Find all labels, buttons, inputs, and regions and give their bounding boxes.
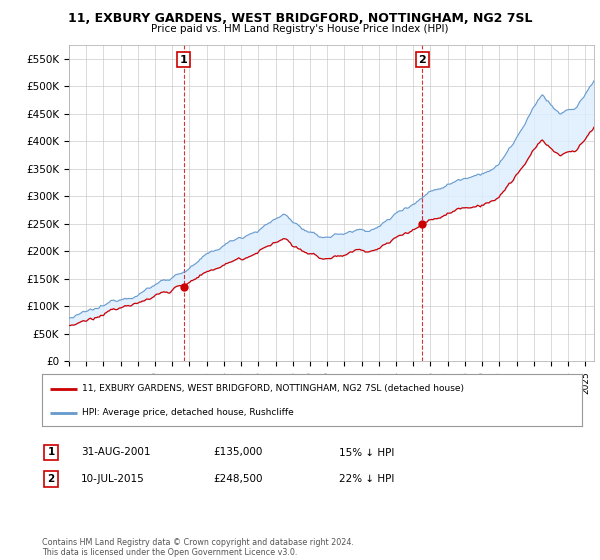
Text: Contains HM Land Registry data © Crown copyright and database right 2024.
This d: Contains HM Land Registry data © Crown c… bbox=[42, 538, 354, 557]
Text: 11, EXBURY GARDENS, WEST BRIDGFORD, NOTTINGHAM, NG2 7SL (detached house): 11, EXBURY GARDENS, WEST BRIDGFORD, NOTT… bbox=[83, 384, 464, 393]
Text: £248,500: £248,500 bbox=[213, 474, 263, 484]
Text: 2: 2 bbox=[419, 55, 426, 64]
Text: 22% ↓ HPI: 22% ↓ HPI bbox=[339, 474, 394, 484]
Text: 31-AUG-2001: 31-AUG-2001 bbox=[81, 447, 151, 458]
Text: 15% ↓ HPI: 15% ↓ HPI bbox=[339, 447, 394, 458]
Text: Price paid vs. HM Land Registry's House Price Index (HPI): Price paid vs. HM Land Registry's House … bbox=[151, 24, 449, 34]
Text: 10-JUL-2015: 10-JUL-2015 bbox=[81, 474, 145, 484]
Text: 1: 1 bbox=[47, 447, 55, 458]
Text: £135,000: £135,000 bbox=[213, 447, 262, 458]
Text: 1: 1 bbox=[180, 55, 188, 64]
Text: 11, EXBURY GARDENS, WEST BRIDGFORD, NOTTINGHAM, NG2 7SL: 11, EXBURY GARDENS, WEST BRIDGFORD, NOTT… bbox=[68, 12, 532, 25]
Text: 2: 2 bbox=[47, 474, 55, 484]
Text: HPI: Average price, detached house, Rushcliffe: HPI: Average price, detached house, Rush… bbox=[83, 408, 294, 417]
